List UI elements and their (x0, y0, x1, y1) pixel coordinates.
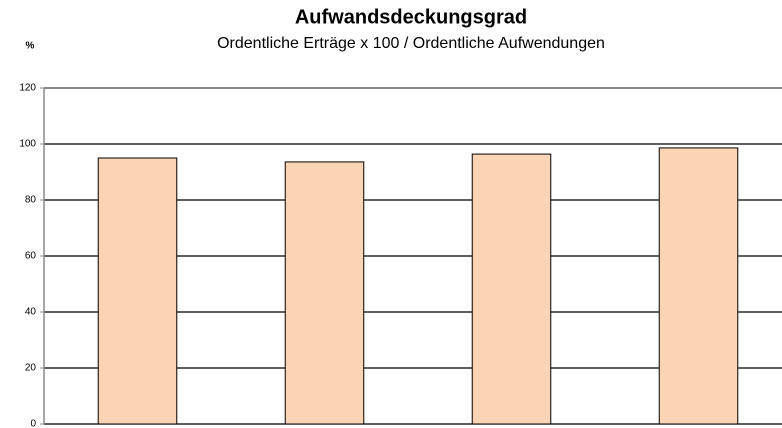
y-tick-label: 100 (19, 139, 36, 150)
bar (658, 147, 739, 425)
y-tick-label: 40 (25, 307, 37, 318)
chart-title: Aufwandsdeckungsgrad (295, 6, 527, 28)
bar (471, 153, 552, 425)
y-tick-label: 0 (30, 419, 36, 428)
bar (284, 161, 365, 425)
y-tick-label: 80 (25, 195, 37, 206)
y-tick-label: 20 (25, 363, 37, 374)
y-tick-label: 120 (19, 83, 36, 94)
bar (97, 157, 178, 425)
chart-subtitle: Ordentliche Erträge x 100 / Ordentliche … (217, 35, 605, 52)
y-axis-label: % (26, 41, 35, 52)
y-tick-label: 60 (25, 251, 37, 262)
